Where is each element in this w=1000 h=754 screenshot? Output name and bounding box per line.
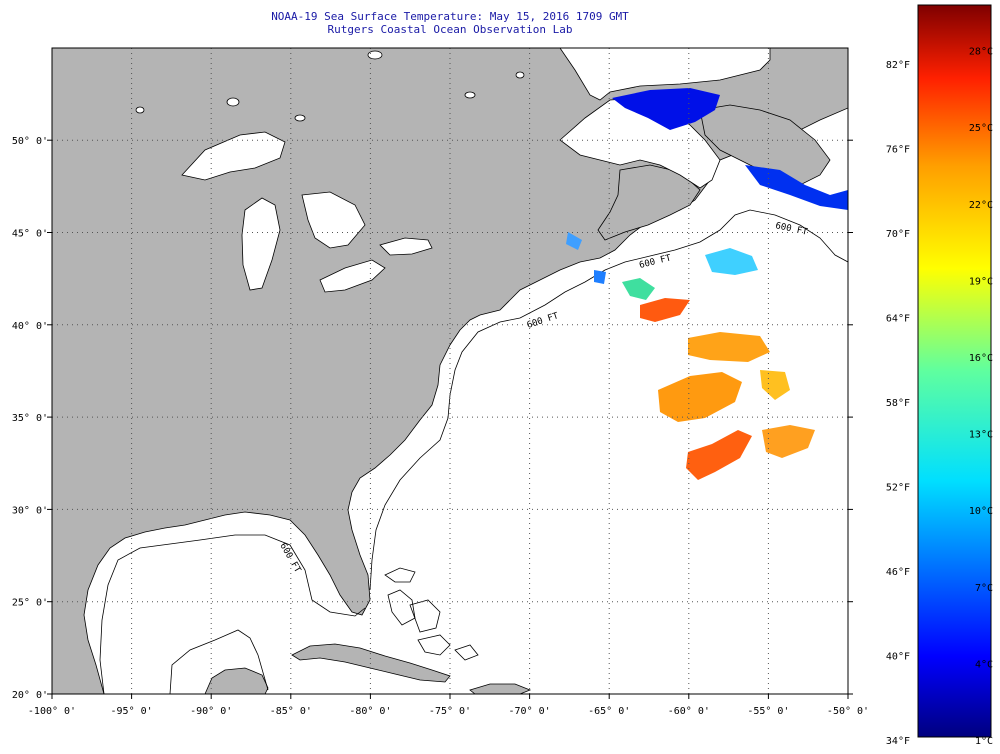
colorbar-c-label: 19°C [969,276,993,287]
sst-swath-red-2 [686,430,752,480]
sst-swath-orange-1 [688,332,770,362]
sst-swath-orange-3 [762,425,815,458]
colorbar-f-label: 52°F [886,483,910,494]
sst-swath-yellow [760,370,790,400]
gulf-deep-contour [169,629,269,694]
colorbar-c-label: 13°C [969,430,993,441]
longitude-label: -75° 0' [429,706,471,717]
longitude-label: -80° 0' [349,706,391,717]
latitude-label: 45° 0' [12,229,48,240]
latitude-label: 40° 0' [12,321,48,332]
longitude-label: -70° 0' [509,706,551,717]
sst-data-swaths [566,88,848,480]
longitude-label: -85° 0' [270,706,312,717]
cuba-land [291,643,451,683]
latitude-labels: 20° 0' 25° 0' 30° 0' 35° 0' 40° 0' 45° 0' 50° … [12,136,853,701]
colorbar-c-label: 1°C [975,736,993,747]
colorbar-c-label: 4°C [975,659,993,670]
sst-swath-slope-green [622,278,655,300]
latitude-label: 50° 0' [12,136,48,147]
temperature-colorbar: 34°F 40°F 46°F 52°F 58°F 64°F 70°F 76°F 82°F 1°C… [886,4,993,747]
map-title: NOAA-19 Sea Surface Temperature: May 15,… [271,10,629,23]
map-panel: 600 FT 600 FT 600 FT 600 FT [52,48,848,694]
colorbar-c-label: 28°C [969,47,993,58]
gulf-isobath [99,534,366,694]
colorbar-f-label: 76°F [886,145,910,156]
longitude-label: -95° 0' [111,706,153,717]
map-subtitle: Rutgers Coastal Ocean Observation Lab [327,23,573,36]
sst-swath-gulf-maine [594,270,606,284]
longitude-labels: -100° 0' -95° 0' -90° 0' -85° 0' -80° 0' -75°… [28,694,869,717]
great-lakes [135,50,525,293]
colorbar-celsius-labels: 1°C 4°C 7°C 10°C 13°C 16°C 19°C 22°C 25°C 28°C [969,47,993,747]
newfoundland-land [699,104,831,186]
longitude-label: -50° 0' [827,706,869,717]
sst-swath-newfoundland [745,165,848,210]
colorbar-c-label: 7°C [975,583,993,594]
yucatan-land [204,667,269,694]
colorbar-c-label: 22°C [969,200,993,211]
map-frame [51,47,849,695]
colorbar-gradient [917,4,992,738]
hispaniola-land [469,683,532,694]
sst-swath-labrador [612,88,720,130]
sst-swath-nova-scotia [566,232,582,250]
colorbar-c-label: 10°C [969,506,993,517]
colorbar-fahrenheit-labels: 34°F 40°F 46°F 52°F 58°F 64°F 70°F 76°F 82°F [886,60,910,747]
bahamas-islands [384,567,479,661]
colorbar-f-label: 82°F [886,60,910,71]
colorbar-c-label: 16°C [969,353,993,364]
colorbar-f-label: 58°F [886,398,910,409]
latitude-label: 30° 0' [12,505,48,516]
colorbar-f-label: 34°F [886,736,910,747]
latitude-label: 20° 0' [12,690,48,701]
longitude-label: -55° 0' [747,706,789,717]
longitude-label: -65° 0' [588,706,630,717]
atlantic-isobath [369,209,848,591]
longitude-label: -90° 0' [190,706,232,717]
latitude-label: 25° 0' [12,598,48,609]
longitude-label: -100° 0' [28,706,76,717]
colorbar-c-label: 25°C [969,123,993,134]
sst-swath-orange-2 [658,372,742,422]
colorbar-f-label: 46°F [886,567,910,578]
colorbar-f-label: 64°F [886,314,910,325]
colorbar-f-label: 40°F [886,652,910,663]
sst-swath-red-1 [640,298,690,322]
colorbar-f-label: 70°F [886,229,910,240]
longitude-label: -60° 0' [668,706,710,717]
sst-swath-slope-cyan [705,248,758,275]
latitude-label: 35° 0' [12,413,48,424]
